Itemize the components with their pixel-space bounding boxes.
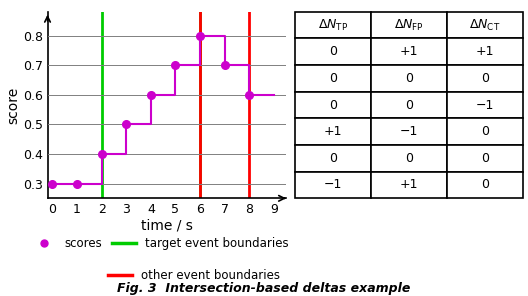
Legend: other event boundaries: other event boundaries xyxy=(103,265,285,287)
Y-axis label: score: score xyxy=(6,86,20,124)
Text: Fig. 3  Intersection-based deltas example: Fig. 3 Intersection-based deltas example xyxy=(117,281,411,295)
Legend: scores, target event boundaries: scores, target event boundaries xyxy=(27,232,294,255)
X-axis label: time / s: time / s xyxy=(141,219,193,233)
